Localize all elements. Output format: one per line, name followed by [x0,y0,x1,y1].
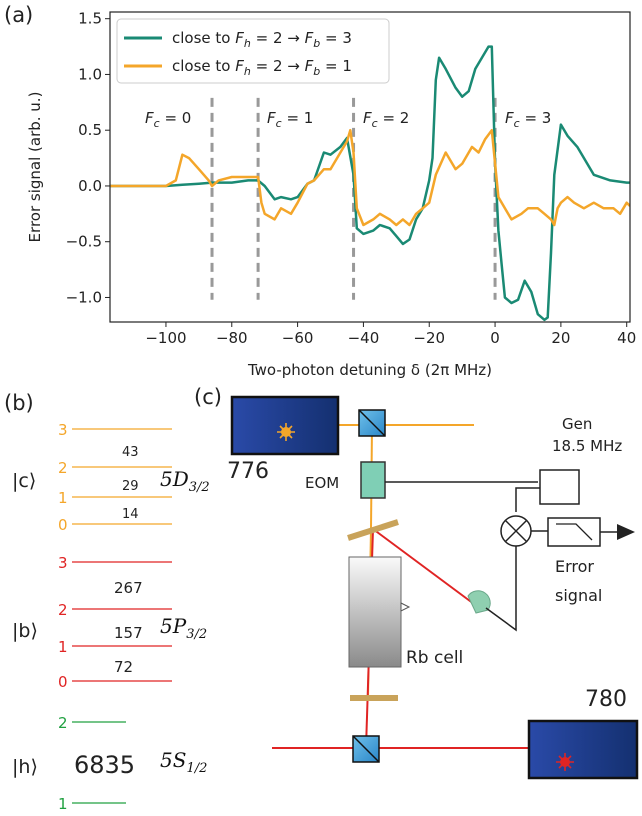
dichroic-mirror [347,519,399,541]
fc-label-3: Fc = 3 [505,109,551,130]
generator-wire [515,487,540,512]
level-b-2-label: 2 [58,601,68,619]
panel-label-a: (a) [4,3,33,27]
laser-780 [527,719,639,780]
state-h-label: |h⟩ [12,756,38,778]
fc-label-0: Fc = 0 [145,109,191,130]
fc-label-1: Fc = 1 [267,109,313,130]
rb-cell-label: Rb cell [406,648,463,668]
y-tick-label: 0.0 [78,177,102,195]
level-b-0-label: 0 [58,673,68,691]
level-c-3-label: 3 [58,421,68,439]
eom-box [360,461,386,499]
splitting-c-21: 29 [122,479,139,494]
laser-776-label: 776 [227,459,269,484]
error-signal-label-1: Error [555,557,594,576]
y-tick-label: −1.0 [66,288,102,306]
series-line-2 [110,128,630,227]
beam-780-to-detector [372,528,475,605]
state-b-label: |b⟩ [12,620,38,642]
generator-label-2: 18.5 MHz [552,437,622,455]
level-c-0-label: 0 [58,516,68,534]
splitting-b-21: 157 [114,624,143,642]
photodiode-wire [485,545,517,632]
level-c-1-label: 1 [58,489,68,507]
beam-splitter-top [358,409,386,437]
x-tick-label: 20 [551,329,570,347]
level-c-2-label: 2 [58,459,68,477]
output-arrow-icon [617,524,635,540]
photodiode-icon [467,590,491,614]
series-line-1 [110,45,630,322]
panel-label-b: (b) [4,391,34,415]
y-tick-label: 0.5 [78,121,102,139]
beam-splitter-bottom [352,735,380,763]
legend-entry-2: close to Fh = 2 → Fb = 1 [172,57,352,78]
legend-entry-1: close to Fh = 2 → Fb = 3 [172,29,352,50]
y-tick-label: 1.5 [78,10,102,28]
fc-label-2: Fc = 2 [363,109,409,130]
laser-780-spark-icon [556,753,574,771]
y-axis-label: Error signal (arb. u.) [26,92,44,243]
rb-cell [348,556,402,668]
x-tick-label: 40 [617,329,636,347]
level-h-1-label: 1 [58,795,68,813]
level-b-1-label: 1 [58,638,68,656]
laser-780-label: 780 [585,687,627,712]
panel-label-c: (c) [194,385,222,409]
level-diagram: 3 2 1 0 43 29 14 |c⟩ 5D3/2 3 2 1 0 267 1… [12,421,210,813]
x-tick-label: −100 [145,329,186,347]
y-tick-label: −0.5 [66,233,102,251]
y-tick-label: 1.0 [78,65,102,83]
state-c-label: |c⟩ [12,470,36,492]
x-tick-label: −80 [216,329,248,347]
mixer-icon [500,515,532,547]
splitting-h: 6835 [74,751,135,779]
term-b: 5P3/2 [160,614,207,642]
laser-776 [230,395,340,456]
level-h-2-label: 2 [58,714,68,732]
term-h: 5S1/2 [160,748,207,776]
setup-diagram: 776 780 EOM Rb cell [227,395,639,780]
splitting-c-10: 14 [122,507,139,522]
term-c: 5D3/2 [160,467,210,495]
low-pass-filter-icon [547,517,601,547]
x-tick-label: 0 [490,329,500,347]
x-tick-label: −20 [413,329,445,347]
splitting-b-10: 72 [114,658,133,676]
generator-label-1: Gen [562,415,592,433]
laser-776-spark-icon [277,423,295,441]
legend: close to Fh = 2 → Fb = 3 close to Fh = 2… [116,18,390,84]
splitting-b-32: 267 [114,579,143,597]
x-axis-label: Two-photon detuning δ (2π MHz) [247,361,492,379]
level-b-3-label: 3 [58,554,68,572]
x-tick-label: −60 [282,329,314,347]
error-signal-label-2: signal [555,586,602,605]
generator-box [539,469,580,505]
chart: −100 −80 −60 −40 −20 0 20 40 −1.0 −0.5 0.0 0.5 1.0 1… [26,10,636,379]
x-tick-label: −40 [348,329,380,347]
plot-frame [109,11,631,323]
splitting-c-32: 43 [122,445,139,460]
rb-cell-stem [400,602,411,612]
eom-label: EOM [305,474,339,492]
